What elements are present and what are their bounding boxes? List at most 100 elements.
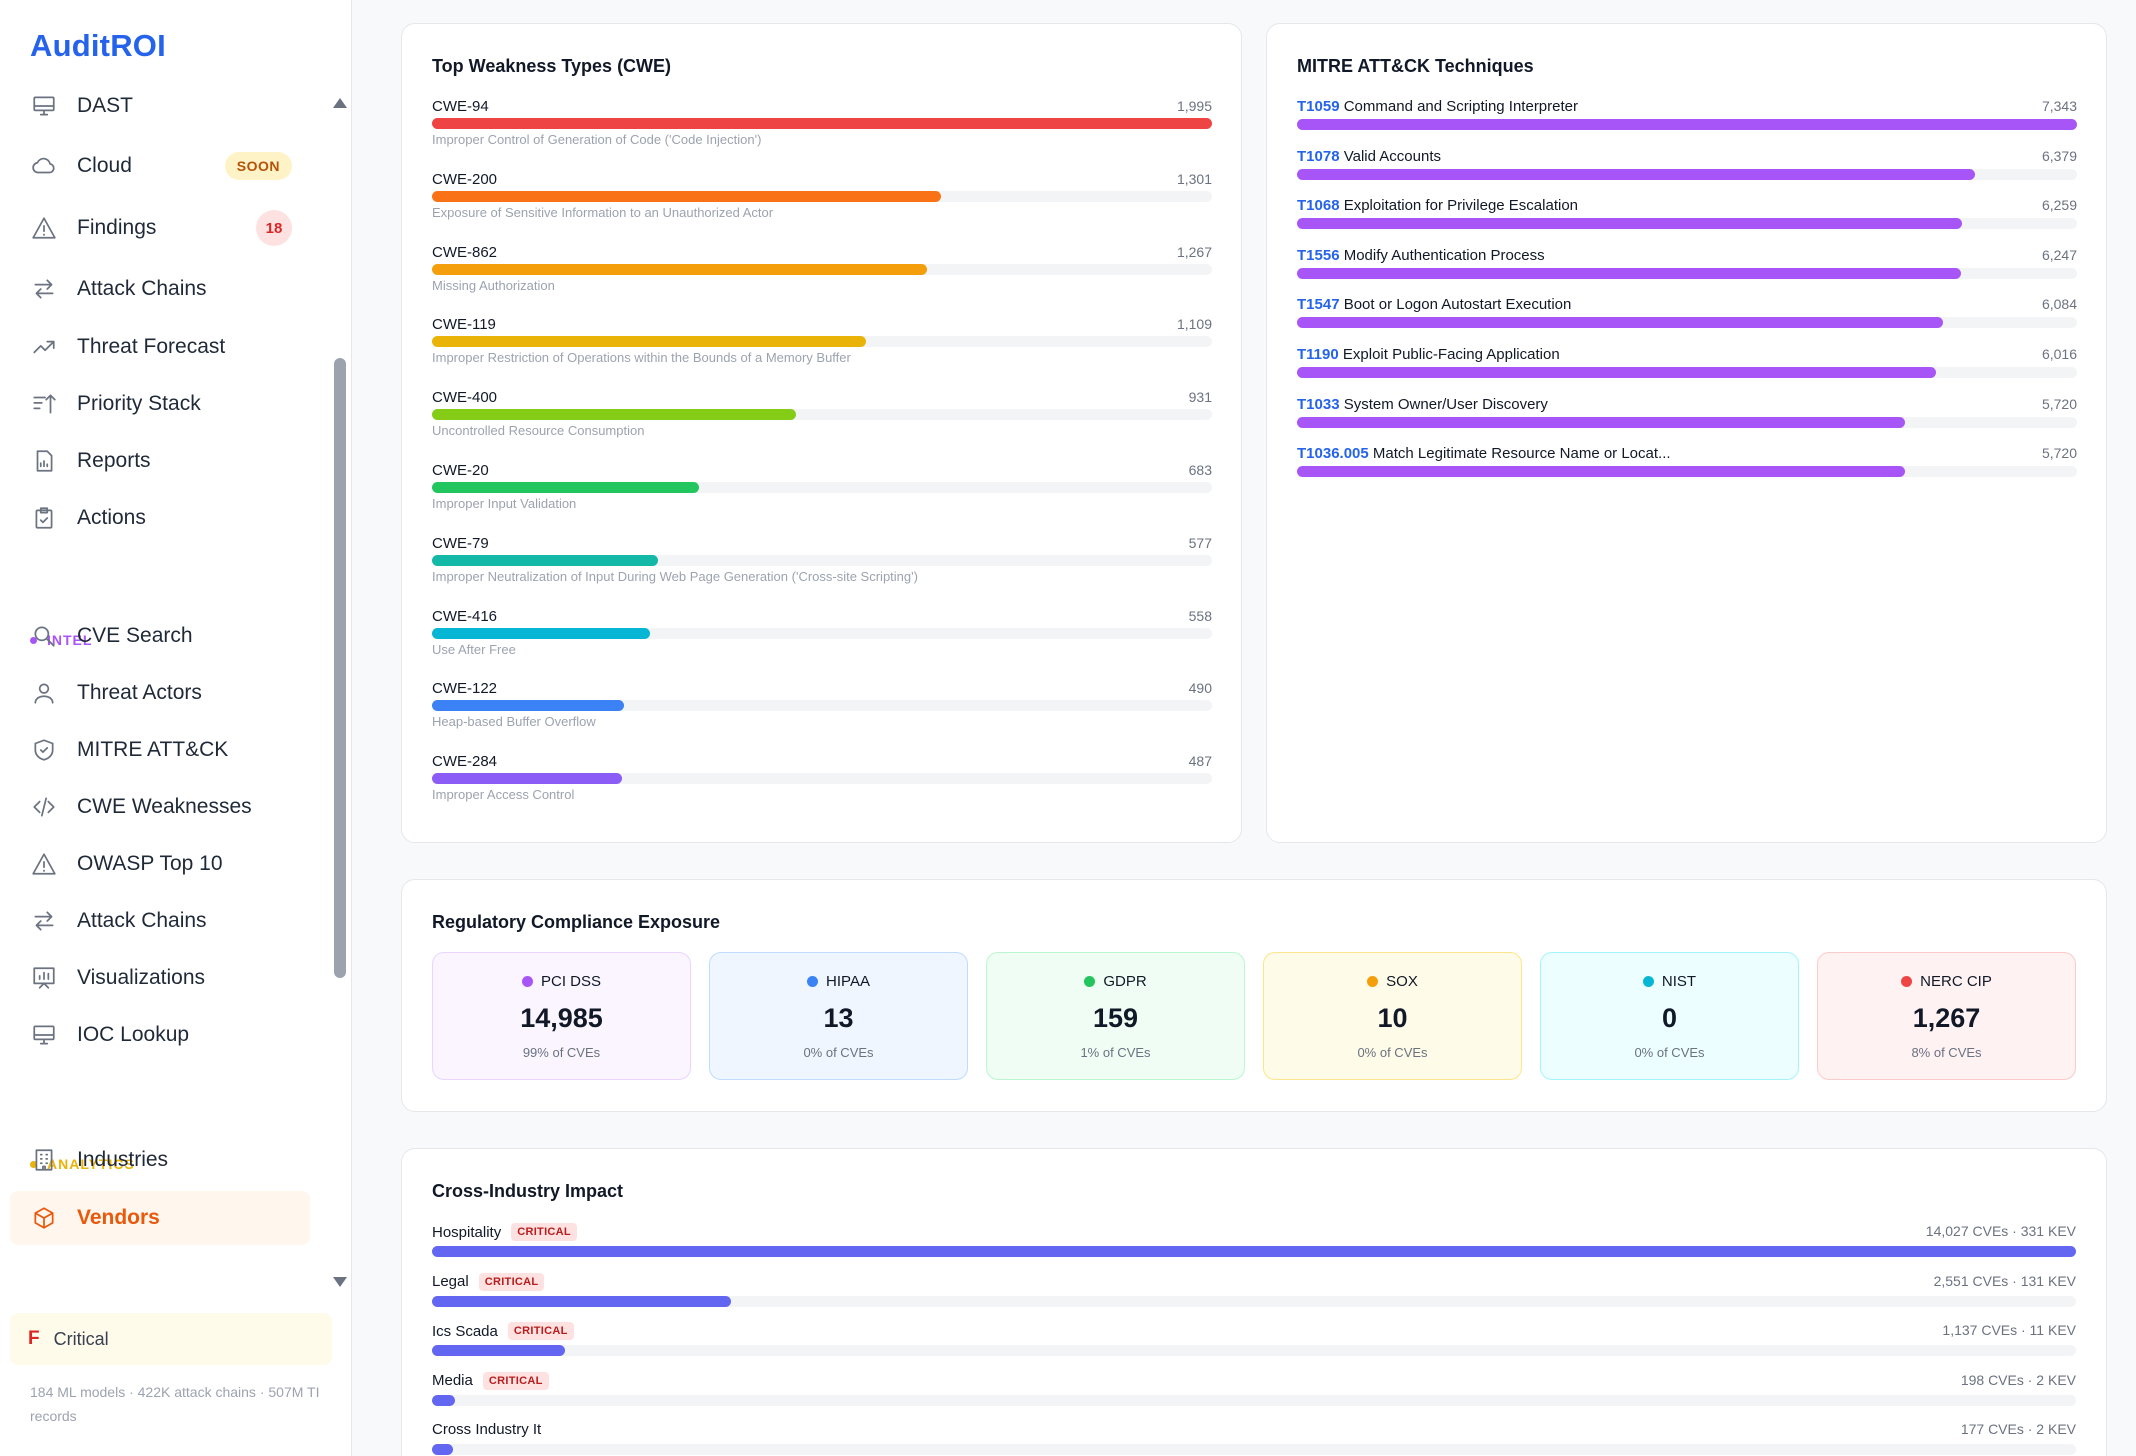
mitre-technique: T1556 Modify Authentication Process xyxy=(1297,246,1545,264)
sidebar-item-dast[interactable]: DAST xyxy=(0,82,322,133)
mitre-technique-id[interactable]: T1033 xyxy=(1297,395,1340,413)
sidebar-item-vendors[interactable]: Vendors xyxy=(10,1191,310,1245)
industry-row[interactable]: Ics Scada CRITICAL 1,137 CVEs · 11 KEV xyxy=(432,1322,2076,1372)
mitre-technique-id[interactable]: T1078 xyxy=(1297,147,1340,165)
scroll-down-arrow[interactable] xyxy=(333,1277,347,1287)
cwe-description: Exposure of Sensitive Information to an … xyxy=(432,204,774,220)
grade-letter: F xyxy=(28,1328,40,1349)
sidebar-item-label: Vendors xyxy=(77,1206,160,1229)
cwe-bar-track xyxy=(432,700,1212,712)
sidebar-nav: MonitoringDASTCloudSOONFindings18Attack … xyxy=(0,82,332,1292)
mitre-technique-id[interactable]: T1547 xyxy=(1297,296,1340,314)
shield-icon xyxy=(30,736,58,764)
industry-row[interactable]: Legal CRITICAL 2,551 CVEs · 131 KEV xyxy=(432,1272,2076,1323)
sidebar-item-industries[interactable]: Industries xyxy=(0,1133,322,1187)
sidebar-item-label: Attack Chains xyxy=(77,277,207,300)
industry-name: Ics Scada CRITICAL xyxy=(432,1322,574,1340)
sidebar-item-cve-search[interactable]: CVE Search xyxy=(0,609,322,663)
compliance-box[interactable]: NERC CIP 1,267 8% of CVEs xyxy=(1817,952,2076,1080)
cwe-row[interactable]: CWE-94 1,995 Improper Control of Generatio… xyxy=(432,98,1212,171)
sidebar-item-attack-chains[interactable]: Attack Chains xyxy=(0,262,322,316)
sidebar-scrollbar[interactable] xyxy=(334,358,346,978)
mitre-count: 6,379 xyxy=(2041,147,2077,164)
mitre-count: 6,084 xyxy=(2041,296,2077,313)
security-grade[interactable]: F Critical xyxy=(10,1313,332,1365)
cwe-bar xyxy=(432,409,796,421)
sidebar-item-findings[interactable]: Findings 18 xyxy=(0,201,322,255)
cwe-row[interactable]: CWE-119 1,109 Improper Restriction of Oper… xyxy=(432,316,1212,389)
sidebar-item-threat-actors[interactable]: Threat Actors xyxy=(0,666,322,720)
cwe-row[interactable]: CWE-400 931 Uncontrolled Resource Consumpt… xyxy=(432,389,1212,462)
cwe-bar-track xyxy=(432,409,1212,421)
sidebar-item-priority-stack[interactable]: Priority Stack xyxy=(0,377,322,431)
report-icon xyxy=(30,447,58,475)
mitre-technique-id[interactable]: T1059 xyxy=(1297,98,1340,115)
sidebar-item-label: CWE Weaknesses xyxy=(77,795,252,818)
cwe-id: CWE-79 xyxy=(432,534,489,552)
brand-logo[interactable]: AuditROI xyxy=(30,28,166,63)
mitre-technique-id[interactable]: T1068 xyxy=(1297,197,1340,215)
cwe-row[interactable]: CWE-79 577 Improper Neutralization of Inpu… xyxy=(432,535,1212,608)
mitre-bar xyxy=(1297,267,1961,279)
cwe-description: Missing Authorization xyxy=(432,277,555,293)
sidebar-footer: 184 ML models · 422K attack chains · 507… xyxy=(30,1384,320,1424)
compliance-percent: 1% of CVEs xyxy=(1080,1045,1151,1060)
industry-name: Legal CRITICAL xyxy=(432,1272,545,1291)
mitre-row[interactable]: T1036.005 Match Legitimate Resource Name… xyxy=(1297,445,2077,495)
cwe-row[interactable]: CWE-200 1,301 Exposure of Sensitive Inform… xyxy=(432,171,1212,244)
sidebar-item-label: Findings xyxy=(77,216,157,239)
cwe-row[interactable]: CWE-862 1,267 Missing Authorization xyxy=(432,244,1212,317)
industry-bar-track xyxy=(432,1345,2076,1356)
cwe-row[interactable]: CWE-20 683 Improper Input Validation xyxy=(432,462,1212,535)
mitre-row[interactable]: T1068 Exploitation for Privilege Escalat… xyxy=(1297,197,2077,247)
sidebar-item-mitre[interactable]: MITRE ATT&CK xyxy=(0,723,322,777)
mitre-row[interactable]: T1059 Command and Scripting Interpreter 7… xyxy=(1297,98,2077,148)
sidebar-item-actions[interactable]: Actions xyxy=(0,491,322,545)
mitre-row[interactable]: T1190 Exploit Public-Facing Application 6… xyxy=(1297,346,2077,396)
compliance-box[interactable]: GDPR 159 1% of CVEs xyxy=(986,952,1245,1080)
mitre-technique: T1033 System Owner/User Discovery xyxy=(1297,395,1548,413)
sort-icon xyxy=(30,390,58,418)
cwe-row[interactable]: CWE-416 558 Use After Free xyxy=(432,608,1212,681)
cwe-row[interactable]: CWE-122 490 Heap-based Buffer Overflow xyxy=(432,680,1212,753)
industry-bar-track xyxy=(432,1295,2076,1307)
mitre-row[interactable]: T1556 Modify Authentication Process 6,247 xyxy=(1297,247,2077,297)
sidebar-item-ioc[interactable]: IOC Lookup xyxy=(0,1008,322,1062)
compliance-box[interactable]: PCI DSS 14,985 99% of CVEs xyxy=(432,952,691,1080)
compliance-box[interactable]: NIST 0 0% of CVEs xyxy=(1540,952,1799,1080)
mitre-row[interactable]: T1547 Boot or Logon Autostart Execution 6… xyxy=(1297,296,2077,346)
mitre-bar-track xyxy=(1297,367,2077,378)
industry-card-title: Cross-Industry Impact xyxy=(432,1181,624,1201)
sidebar-item-owasp[interactable]: OWASP Top 10 xyxy=(0,837,322,891)
sidebar-item-cwe[interactable]: CWE Weaknesses xyxy=(0,780,322,834)
mitre-bar-track xyxy=(1297,168,2077,180)
mitre-technique-id[interactable]: T1556 xyxy=(1297,246,1340,264)
compliance-box[interactable]: HIPAA 13 0% of CVEs xyxy=(709,952,968,1080)
mitre-technique: T1078 Valid Accounts xyxy=(1297,147,1441,165)
cwe-count: 1,109 xyxy=(1176,316,1212,333)
sidebar-item-threat-forecast[interactable]: Threat Forecast xyxy=(0,320,322,374)
sidebar-item-reports[interactable]: Reports xyxy=(0,434,322,488)
cwe-row[interactable]: CWE-284 487 Improper Access Control xyxy=(432,753,1212,826)
sidebar-item-attack-chains-2[interactable]: Attack Chains xyxy=(0,894,322,948)
industry-bar xyxy=(432,1295,731,1307)
mitre-bar xyxy=(1297,168,1975,180)
compliance-count: 1,267 xyxy=(1912,1003,1981,1033)
industry-stats: 177 CVEs · 2 KEV xyxy=(1960,1421,2076,1437)
mitre-row[interactable]: T1078 Valid Accounts 6,379 xyxy=(1297,148,2077,198)
mitre-bar-track xyxy=(1297,218,2077,230)
mitre-technique-id[interactable]: T1036.005 xyxy=(1297,445,1369,463)
industry-row[interactable]: Hospitality CRITICAL 14,027 CVEs · 331 KEV xyxy=(432,1223,2076,1273)
mitre-row[interactable]: T1033 System Owner/User Discovery 5,720 xyxy=(1297,396,2077,446)
industry-row[interactable]: Media CRITICAL 198 CVEs · 2 KEV xyxy=(432,1371,2076,1422)
compliance-box[interactable]: SOX 10 0% of CVEs xyxy=(1263,952,1522,1080)
arrows-icon xyxy=(30,275,58,303)
cwe-bar-track xyxy=(432,118,1212,129)
industry-row[interactable]: Cross Industry It 177 CVEs · 2 KEV xyxy=(432,1421,2076,1456)
critical-badge: CRITICAL xyxy=(511,1223,577,1241)
sidebar-item-cloud[interactable]: Cloud SOON xyxy=(0,139,322,193)
sidebar-item-visualizations[interactable]: Visualizations xyxy=(0,951,322,1005)
mitre-technique-id[interactable]: T1190 xyxy=(1297,346,1339,363)
scroll-up-arrow[interactable] xyxy=(333,98,347,108)
cwe-description: Improper Control of Generation of Code (… xyxy=(432,132,762,147)
